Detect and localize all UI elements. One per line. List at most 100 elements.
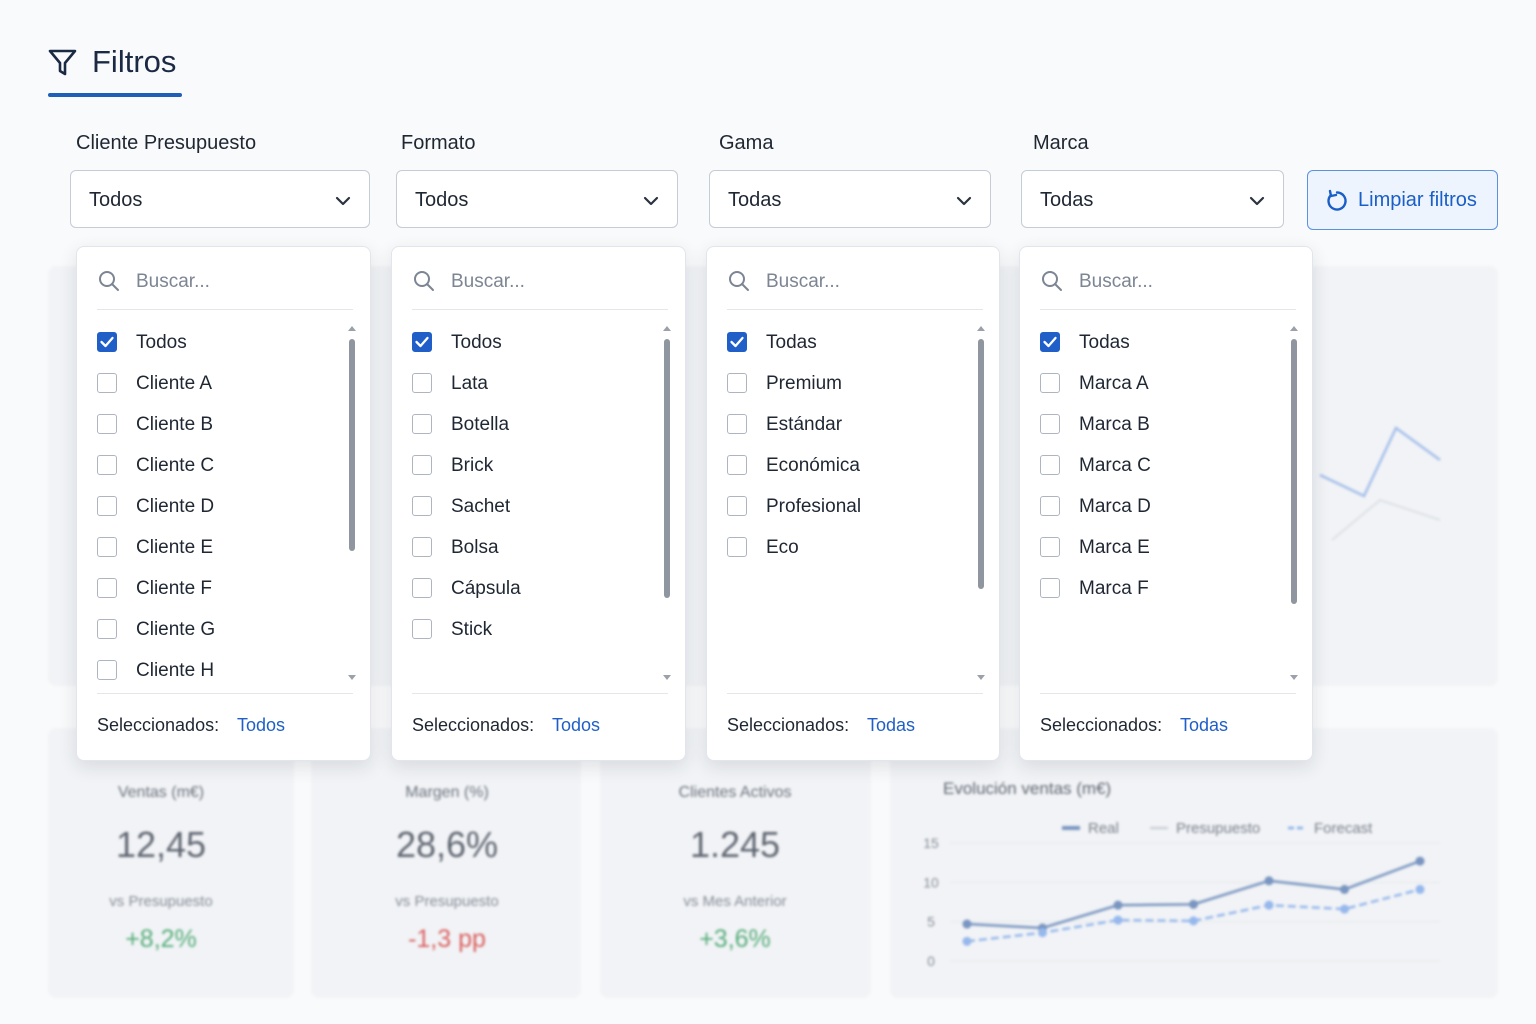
kpi-compare: vs Presupuesto bbox=[395, 893, 499, 910]
scroll-arrows bbox=[977, 326, 985, 680]
checkbox[interactable] bbox=[412, 332, 432, 352]
option-row[interactable]: Premium bbox=[727, 372, 967, 398]
option-row[interactable]: Cápsula bbox=[412, 577, 652, 603]
kpi-card bbox=[600, 728, 871, 998]
checkbox[interactable] bbox=[412, 455, 432, 475]
option-row[interactable]: Lata bbox=[412, 372, 652, 398]
filter-icon bbox=[48, 49, 77, 76]
search-icon bbox=[414, 271, 434, 291]
checkbox[interactable] bbox=[1040, 455, 1060, 475]
data-point bbox=[1415, 884, 1425, 894]
checkbox[interactable] bbox=[1040, 373, 1060, 393]
filter-select[interactable]: Todos bbox=[396, 170, 678, 228]
search-separator bbox=[1040, 309, 1296, 310]
option-label: Marca F bbox=[1079, 578, 1149, 599]
option-row[interactable]: Cliente E bbox=[97, 536, 337, 562]
option-label: Cliente D bbox=[136, 496, 215, 517]
reset-icon bbox=[1327, 189, 1347, 211]
select-value: Todas bbox=[728, 189, 782, 211]
filter-select[interactable]: Todas bbox=[709, 170, 991, 228]
option-row[interactable]: Todos bbox=[412, 331, 652, 357]
option-row[interactable]: Cliente F bbox=[97, 577, 337, 603]
legend-label: Forecast bbox=[1314, 820, 1373, 837]
option-row[interactable]: Todas bbox=[727, 331, 967, 357]
option-row[interactable]: Stick bbox=[412, 618, 652, 644]
selected-value: Todas bbox=[867, 715, 916, 735]
option-row[interactable]: Cliente G bbox=[97, 618, 337, 644]
search-box[interactable]: Buscar... bbox=[1040, 269, 1296, 297]
checkbox[interactable] bbox=[1040, 537, 1060, 557]
option-row[interactable]: Botella bbox=[412, 413, 652, 439]
selected-value: Todos bbox=[237, 715, 286, 735]
checkbox[interactable] bbox=[412, 414, 432, 434]
option-label: Cliente C bbox=[136, 455, 215, 476]
option-row[interactable]: Estándar bbox=[727, 413, 967, 439]
option-row[interactable]: Cliente B bbox=[97, 413, 337, 439]
option-row[interactable]: Marca E bbox=[1040, 536, 1280, 562]
option-row[interactable]: Brick bbox=[412, 454, 652, 480]
checkbox[interactable] bbox=[97, 332, 117, 352]
checkbox[interactable] bbox=[97, 373, 117, 393]
checkbox[interactable] bbox=[412, 578, 432, 598]
checkbox[interactable] bbox=[97, 619, 117, 639]
chevron-icon bbox=[956, 196, 972, 206]
option-row[interactable]: Eco bbox=[727, 536, 967, 562]
scroll-arrows bbox=[348, 326, 356, 680]
checkbox[interactable] bbox=[1040, 496, 1060, 516]
checkbox[interactable] bbox=[97, 496, 117, 516]
checkbox[interactable] bbox=[97, 455, 117, 475]
option-label: Cliente G bbox=[136, 619, 216, 640]
legend-label: Presupuesto bbox=[1176, 820, 1260, 837]
search-box[interactable]: Buscar... bbox=[412, 269, 668, 297]
option-row[interactable]: Todas bbox=[1040, 331, 1280, 357]
option-row[interactable]: Cliente A bbox=[97, 372, 337, 398]
option-row[interactable]: Marca A bbox=[1040, 372, 1280, 398]
checkbox[interactable] bbox=[412, 373, 432, 393]
option-row[interactable]: Marca C bbox=[1040, 454, 1280, 480]
data-point bbox=[1113, 915, 1123, 925]
data-point bbox=[1340, 884, 1349, 894]
option-label: Cápsula bbox=[451, 578, 521, 599]
checkbox[interactable] bbox=[97, 578, 117, 598]
option-row[interactable]: Cliente H bbox=[97, 659, 337, 685]
search-box[interactable]: Buscar... bbox=[97, 269, 353, 297]
checkbox[interactable] bbox=[97, 414, 117, 434]
filter-select[interactable]: Todas bbox=[1021, 170, 1284, 228]
search-box[interactable]: Buscar... bbox=[727, 269, 983, 297]
checkbox[interactable] bbox=[97, 537, 117, 557]
option-row[interactable]: Marca D bbox=[1040, 495, 1280, 521]
checkbox[interactable] bbox=[1040, 414, 1060, 434]
option-row[interactable]: Marca F bbox=[1040, 577, 1280, 603]
checkbox[interactable] bbox=[412, 619, 432, 639]
filter-label: Cliente Presupuesto bbox=[76, 132, 257, 154]
checkbox[interactable] bbox=[412, 496, 432, 516]
checkbox[interactable] bbox=[727, 414, 747, 434]
checkbox[interactable] bbox=[1040, 332, 1060, 352]
kpi-delta: -1,3 pp bbox=[408, 925, 486, 953]
option-row[interactable]: Económica bbox=[727, 454, 967, 480]
checkbox[interactable] bbox=[727, 373, 747, 393]
option-row[interactable]: Sachet bbox=[412, 495, 652, 521]
checkbox[interactable] bbox=[727, 537, 747, 557]
checkbox[interactable] bbox=[97, 660, 117, 680]
checkbox[interactable] bbox=[727, 496, 747, 516]
option-row[interactable]: Todos bbox=[97, 331, 337, 357]
option-row[interactable]: Cliente D bbox=[97, 495, 337, 521]
option-label: Marca C bbox=[1079, 455, 1151, 476]
filter-select[interactable]: Todos bbox=[70, 170, 370, 228]
checkbox[interactable] bbox=[1040, 578, 1060, 598]
dropdown-panel: Buscar... Todos Lata Botella Brick Sachet Bols… bbox=[391, 246, 686, 761]
search-icon bbox=[729, 271, 749, 291]
clear-filters-button[interactable]: Limpiar filtros bbox=[1307, 170, 1498, 230]
option-row[interactable]: Profesional bbox=[727, 495, 967, 521]
option-row[interactable]: Cliente C bbox=[97, 454, 337, 480]
option-row[interactable]: Marca B bbox=[1040, 413, 1280, 439]
checkbox[interactable] bbox=[412, 537, 432, 557]
checkbox[interactable] bbox=[727, 455, 747, 475]
search-icon bbox=[1042, 271, 1062, 291]
option-label: Bolsa bbox=[451, 537, 499, 558]
kpi-delta: +8,2% bbox=[125, 925, 197, 953]
option-label: Sachet bbox=[451, 496, 511, 517]
option-row[interactable]: Bolsa bbox=[412, 536, 652, 562]
checkbox[interactable] bbox=[727, 332, 747, 352]
